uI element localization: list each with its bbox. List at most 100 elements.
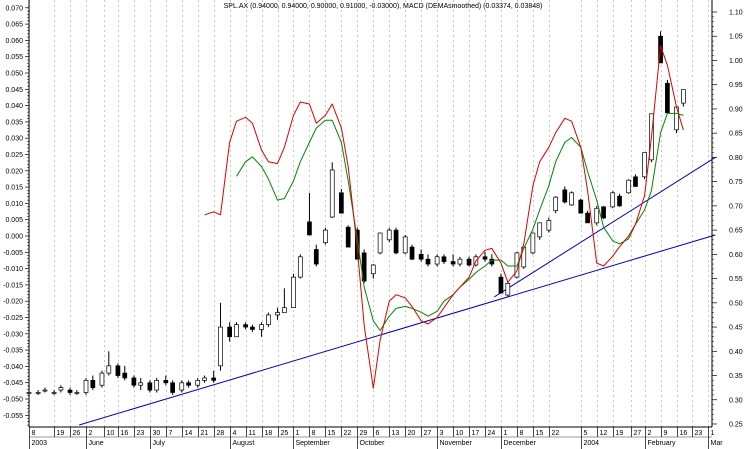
x-tick-label: 21 — [201, 430, 209, 437]
x-tick-label: 13 — [392, 430, 400, 437]
candle-body — [329, 169, 335, 218]
candle-body — [35, 392, 41, 394]
price-candle — [275, 307, 280, 320]
candle-body — [218, 326, 223, 367]
candle-body — [291, 276, 296, 309]
price-candle — [307, 192, 312, 236]
signal-line — [236, 112, 684, 331]
candle-body — [578, 199, 584, 214]
right-tick-label: 0.70 — [729, 203, 743, 210]
candle-body — [195, 380, 201, 386]
price-candle — [266, 312, 271, 328]
x-tick-label: 28 — [217, 430, 225, 437]
left-tick-label: 0.055 — [5, 54, 23, 61]
left-tick-label: -0.055 — [3, 413, 23, 420]
left-tick-label: -0.040 — [3, 364, 23, 371]
candle-body — [498, 276, 504, 294]
x-tick-label: 22 — [344, 430, 352, 437]
price-candle — [138, 377, 144, 391]
price-candle — [131, 375, 137, 388]
candle-body — [626, 179, 631, 194]
x-tick-label: 18 — [265, 430, 273, 437]
trendline — [79, 234, 716, 426]
price-candle — [546, 217, 552, 233]
candle-body — [99, 372, 105, 386]
candle-body — [227, 326, 232, 338]
candle-body — [26, 392, 32, 394]
candle-body — [83, 380, 89, 393]
month-label: June — [89, 440, 104, 447]
candle-body — [115, 365, 121, 376]
price-candle — [42, 387, 48, 393]
left-tick-label: -0.050 — [3, 397, 23, 404]
x-tick-label: 3 — [440, 430, 444, 437]
left-tick-label: 0.010 — [5, 201, 23, 208]
candle-body — [457, 258, 463, 265]
candle-body — [259, 324, 264, 330]
right-tick-label: 0.55 — [729, 276, 743, 283]
month-label: February — [648, 440, 677, 447]
x-tick-label: 25 — [281, 430, 289, 437]
candle-body — [546, 220, 552, 231]
candle-body — [234, 324, 239, 338]
chart-title: SPL.AX (0.94000, 0.94000, 0.90000, 0.910… — [224, 3, 543, 10]
price-candle — [466, 256, 472, 267]
left-tick-label: 0.040 — [5, 103, 23, 110]
x-tick-label: 1 — [504, 430, 508, 437]
price-bars — [26, 31, 686, 395]
price-candle — [179, 380, 185, 393]
price-candle — [211, 370, 217, 383]
price-candle — [345, 225, 351, 248]
price-candle — [665, 79, 670, 114]
left-tick-label: 0.005 — [5, 217, 23, 224]
price-candle — [594, 205, 600, 226]
candle-body — [530, 232, 536, 254]
candle-body — [681, 89, 686, 104]
candle-body — [418, 254, 424, 260]
candle-body — [339, 192, 344, 214]
candle-body — [601, 206, 606, 219]
price-candle — [530, 232, 536, 255]
price-candle — [243, 322, 248, 330]
candle-body — [202, 377, 207, 381]
price-candle — [147, 380, 153, 393]
month-label: Mar — [711, 440, 724, 447]
grid-lines — [29, 0, 709, 427]
candle-body — [642, 152, 647, 178]
x-tick-label: 8 — [32, 430, 36, 437]
x-tick-label: 17 — [472, 430, 480, 437]
left-tick-label: 0.020 — [5, 168, 23, 175]
right-tick-label: 1.10 — [729, 10, 743, 17]
x-tick-label: 2 — [89, 430, 93, 437]
price-candle — [74, 390, 80, 395]
price-candle — [521, 246, 527, 269]
x-tick-label: 15 — [536, 430, 544, 437]
candle-body — [163, 380, 169, 384]
price-candle — [569, 191, 574, 206]
macd-lines — [204, 45, 684, 389]
x-tick-label: 11 — [249, 430, 256, 437]
price-candle — [434, 254, 440, 267]
candle-body — [179, 382, 185, 391]
candle-body — [610, 192, 616, 208]
candle-body — [51, 392, 57, 394]
price-candle — [291, 273, 296, 309]
candle-body — [42, 389, 48, 392]
candle-body — [633, 176, 638, 187]
price-candle — [441, 254, 447, 265]
left-tick-label: -0.035 — [3, 348, 23, 355]
x-tick-label: 1 — [296, 430, 300, 437]
x-tick-label: 8 — [312, 430, 316, 437]
price-candle — [425, 254, 431, 267]
price-candle — [297, 254, 303, 279]
price-candle — [58, 385, 64, 393]
price-candle — [313, 244, 319, 267]
month-label: August — [233, 440, 255, 447]
candle-body — [521, 246, 527, 268]
price-candle — [562, 186, 568, 204]
right-tick-label: 0.50 — [729, 300, 743, 307]
price-candle — [234, 322, 239, 338]
price-candle — [115, 363, 121, 378]
price-candle — [323, 227, 328, 245]
